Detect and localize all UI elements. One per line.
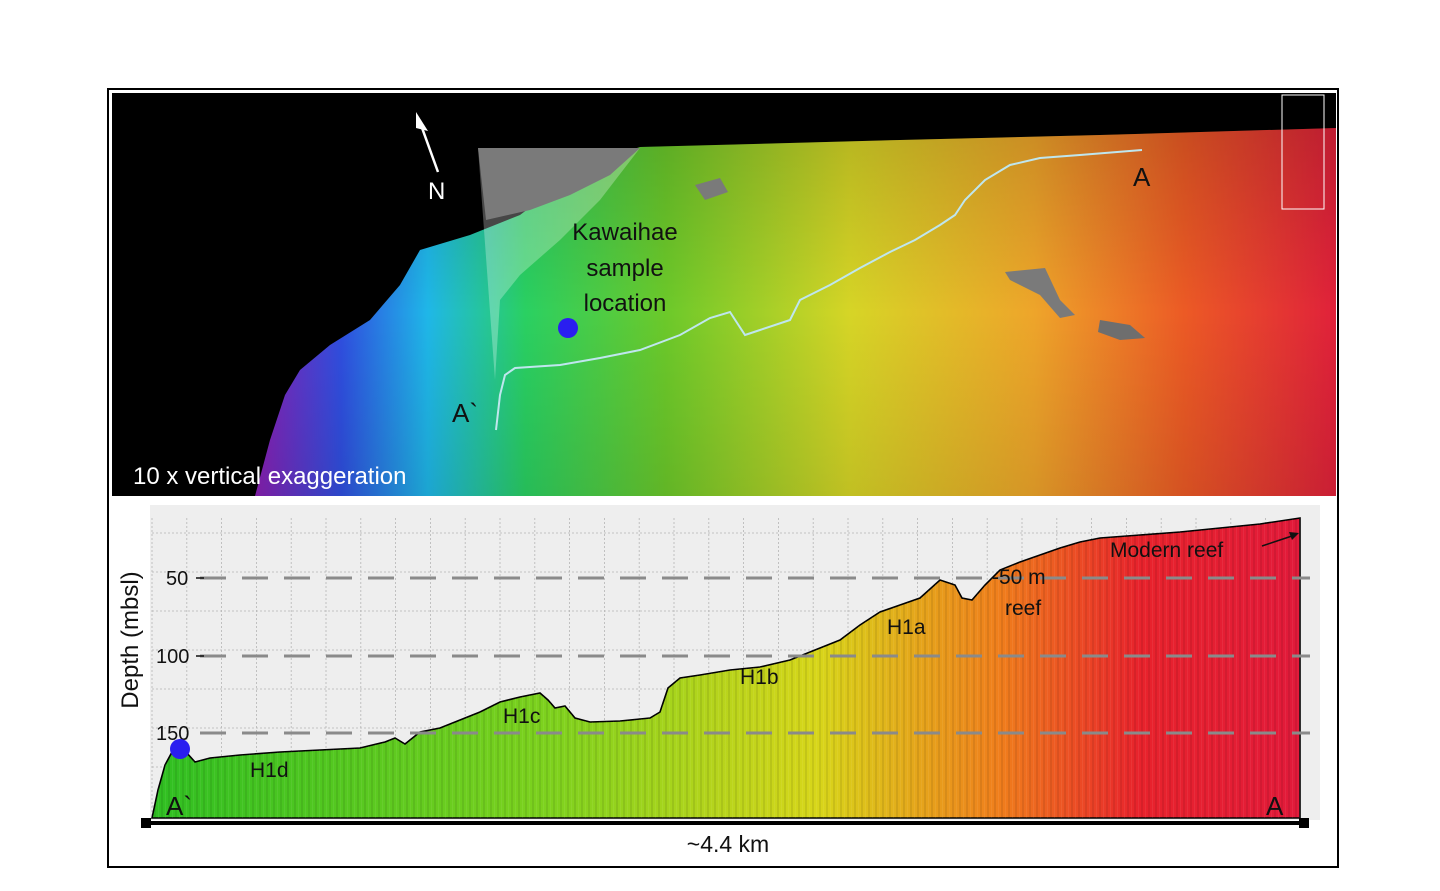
profile-endpoint-a: A [1266,791,1284,821]
vertical-exaggeration-note: 10 x vertical exaggeration [133,463,407,490]
terrace-label-50m-reef-line1: -50 m [992,566,1046,589]
depth-tick-label: 100 [156,646,189,668]
modern-reef-arrow-icon [1261,532,1299,547]
map-endpoint-a: A [1133,162,1151,192]
no-data-patch [1098,320,1145,340]
north-arrow-icon [416,112,440,173]
sample-location-label: Kawaihae sample location [572,219,677,317]
no-data-gray-area [478,148,640,220]
terrace-label-h1d: H1d [250,759,289,782]
terrace-label-h1b: H1b [740,666,779,689]
inset-frame [1281,94,1325,210]
profile-sample-marker [170,739,190,759]
sample-label-line: Kawaihae [572,219,677,246]
terrace-label-50m-reef-line2: reef [1005,597,1041,620]
north-label: N [428,178,445,205]
no-data-patch [1005,268,1075,318]
sample-label-line: sample [586,255,663,282]
terrace-label-h1a: H1a [887,616,926,639]
terrain-shading [255,128,1336,496]
bathymetry-map: N A A` Kawaihae sample location 10 x ver… [112,93,1336,496]
no-data-patch [695,178,728,200]
depth-profile-panel: 50 100 150 Depth (mbsl) H1d H1c H1b H1a … [112,498,1336,864]
distance-label: ~4.4 km [687,831,769,857]
depth-tick-label: 50 [166,568,188,590]
distance-scale-bar [141,818,1309,828]
profile-endpoint-a-prime: A` [166,791,192,821]
terrace-label-h1c: H1c [503,705,540,728]
profile-track-line [495,149,1143,431]
sample-location-marker [558,318,578,338]
profile-y-axis-label: Depth (mbsl) [117,571,144,708]
profile-texture [152,518,1300,818]
sample-label-line: location [584,290,667,317]
modern-reef-label: Modern reef [1110,539,1223,562]
map-endpoint-a-prime: A` [452,398,478,428]
